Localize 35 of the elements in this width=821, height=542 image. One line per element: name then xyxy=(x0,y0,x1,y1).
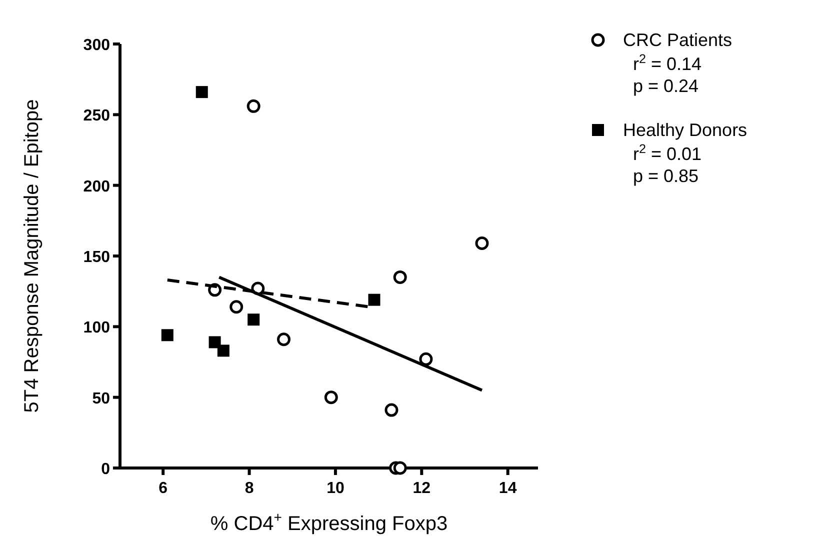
x-tick-label: 14 xyxy=(498,480,517,497)
point xyxy=(368,294,380,306)
y-tick-label: 150 xyxy=(83,249,110,266)
point xyxy=(419,352,433,366)
y-tick-label: 250 xyxy=(83,108,110,125)
point xyxy=(384,403,398,417)
point xyxy=(161,329,174,342)
point xyxy=(324,390,338,404)
x-tick-label: 12 xyxy=(412,480,431,497)
y-tick-label: 0 xyxy=(101,461,110,478)
y-tick-label: 100 xyxy=(83,320,110,337)
text: p = 0.24 xyxy=(633,76,699,96)
x-tick-label: 6 xyxy=(158,480,168,497)
point xyxy=(277,332,291,346)
text: r$^{2}$ = 0.01 xyxy=(633,142,702,164)
legend-label: CRC Patients xyxy=(623,30,732,50)
point xyxy=(475,236,489,250)
point xyxy=(393,270,407,284)
x-tick-label: 8 xyxy=(244,480,254,497)
x-axis-title: % CD4$^{+}$ Expressing Foxp3 xyxy=(210,509,448,535)
y-tick-label: 300 xyxy=(83,37,110,54)
point xyxy=(196,86,208,98)
x-tick-label: 10 xyxy=(326,480,344,497)
y-tick-label: 200 xyxy=(83,178,110,196)
y-tick-label: 50 xyxy=(92,390,110,408)
point xyxy=(230,300,244,314)
point xyxy=(246,99,260,113)
legend-label: Healthy Donors xyxy=(623,120,748,140)
point xyxy=(217,344,230,357)
point xyxy=(248,314,260,326)
point xyxy=(393,461,407,475)
y-axis-title: 5T4 Response Magnitude / Epitope xyxy=(21,99,43,413)
text: r$^{2}$ = 0.14 xyxy=(633,52,702,74)
text: p = 0.85 xyxy=(633,166,699,186)
point xyxy=(208,336,221,348)
